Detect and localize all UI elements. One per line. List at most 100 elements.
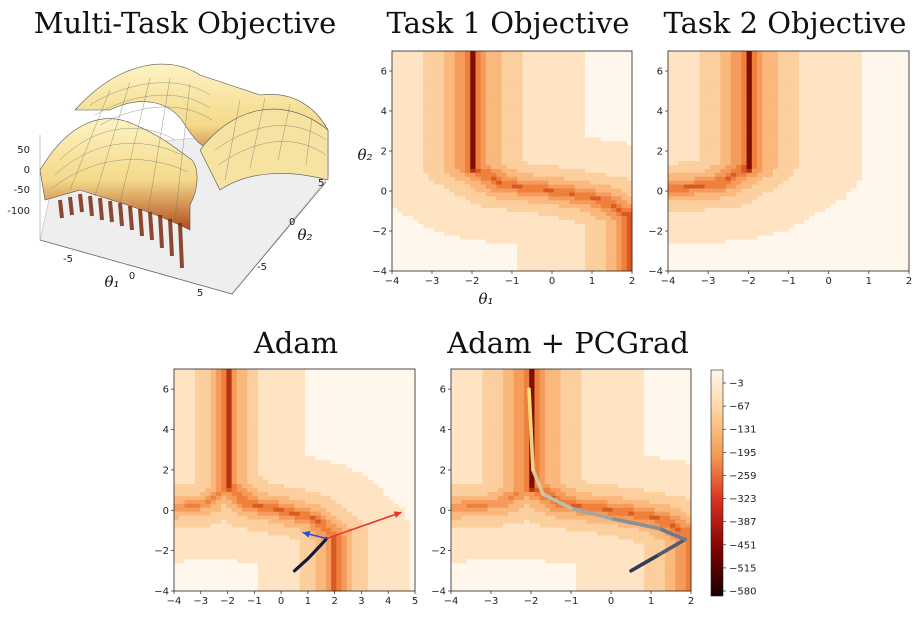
adam-heatmap: −4 −3 −2 −1 0 1 2 3 4 5 −4 −2 0 2 4 6 [154, 368, 418, 607]
task2-xtick-label: 0 [825, 276, 831, 287]
adam-xtick-label: 4 [385, 596, 391, 607]
y3d-tick-5: 5 [318, 178, 324, 189]
adam-pcgrad-xtick-label: 1 [648, 596, 654, 607]
task1-ytick-label: −2 [372, 227, 387, 238]
adam-xtick-label: 5 [412, 596, 418, 607]
adam-pcgrad-trajectory [527, 387, 687, 573]
task2-ytick-label: 0 [657, 187, 663, 198]
x-axis-label-3d: θ₁ [104, 273, 119, 291]
adam-ytick-label: −2 [154, 546, 169, 557]
y-axis-label-3d: θ₂ [297, 226, 312, 244]
pcgrad-trajectory-segment [541, 492, 573, 511]
adam-pcgrad-ytick-label: 0 [440, 506, 446, 517]
task2-ytick-label: 4 [657, 107, 663, 118]
task2-heatmap: −4 −3 −2 −1 0 1 2 −4 −2 0 2 4 6 [648, 50, 912, 287]
adam-pcgrad-xtick-label: −2 [524, 596, 539, 607]
z-tick-50: 50 [17, 145, 30, 156]
adam-xtick-label: −4 [167, 596, 182, 607]
pcgrad-trajectory-segment [609, 516, 661, 531]
adam-xtick-label: −3 [193, 596, 208, 607]
title-task2: Task 2 Objective [664, 6, 907, 40]
y-axis-ticks-3d: 5 0 -5 [257, 178, 324, 273]
task2-xtick-label: 2 [906, 276, 912, 287]
task1-xtick-label: −4 [385, 276, 400, 287]
adam-frame [173, 368, 416, 592]
adam-xtick-label: −2 [220, 596, 235, 607]
pcgrad-trajectory-segment [629, 552, 661, 573]
adam-red-arrowhead [393, 511, 402, 518]
task1-ytick-label: 0 [381, 187, 387, 198]
z-tick-0: 0 [24, 165, 30, 176]
surface-mesh [51, 77, 327, 221]
task1-xtick-label: −1 [505, 276, 520, 287]
task2-ytick-label: −2 [648, 227, 663, 238]
colorbar-tick-label: −67 [729, 402, 750, 413]
task1-xtick-label: 2 [629, 276, 635, 287]
adam-xtick-label: 2 [331, 596, 337, 607]
adam-pcgrad-xtick-label: 2 [688, 596, 694, 607]
x-axis-ticks-3d: -5 0 5 [63, 254, 203, 299]
adam-pcgrad-ytick-label: −2 [431, 546, 446, 557]
colorbar-tick-label: −515 [729, 563, 756, 574]
x3d-tick-0: 0 [129, 271, 135, 282]
adam-ytick-label: 6 [163, 385, 169, 396]
task2-ytick-label: 2 [657, 147, 663, 158]
colorbar-tick-label: −131 [729, 425, 756, 436]
adam-blue-arrowhead [302, 530, 311, 538]
z-axis-ticks: 50 0 -50 -100 [7, 145, 30, 217]
task2-ytick-label: 6 [657, 67, 663, 78]
task1-xtick-label: 1 [589, 276, 595, 287]
colorbar-tick-label: −451 [729, 540, 756, 551]
pcgrad-trajectory-segment [657, 526, 687, 542]
adam-pcgrad-ytick-label: 2 [440, 465, 446, 476]
adam-ytick-label: 2 [163, 465, 169, 476]
adam-pcgrad-xtick-label: −1 [564, 596, 579, 607]
y3d-tick-neg5: -5 [257, 262, 267, 273]
adam-pcgrad-xtick-label: −3 [484, 596, 499, 607]
title-task1: Task 1 Objective [387, 6, 630, 40]
surface-back-ridge [74, 63, 329, 191]
z-tick-neg50: -50 [14, 185, 30, 196]
task2-xtick-label: 1 [866, 276, 872, 287]
task1-x-axis-label: θ₁ [478, 290, 493, 308]
colorbar-tick-label: −259 [729, 471, 756, 482]
task1-y-axis-label: θ₂ [357, 146, 372, 164]
task2-xtick-label: −4 [661, 276, 676, 287]
adam-pcgrad-ytick-label: −4 [431, 587, 446, 598]
colorbar-tick-label: −195 [729, 448, 756, 459]
task1-xtick-label: −2 [465, 276, 480, 287]
task2-ytick-label: −4 [648, 267, 663, 278]
multi-task-3d-surface: 50 0 -50 -100 -5 0 5 5 0 -5 θ₁ θ₂ [7, 63, 329, 299]
colorbar-tick-label: −3 [729, 379, 744, 390]
z-tick-neg100: -100 [7, 206, 30, 217]
task2-contour-cells [668, 51, 910, 272]
task1-ytick-label: 2 [381, 147, 387, 158]
adam-xtick-label: −1 [247, 596, 262, 607]
title-adam: Adam [253, 326, 338, 360]
adam-trajectory [292, 536, 329, 573]
adam-pcgrad-ytick-label: 4 [440, 425, 446, 436]
task2-xtick-label: −3 [701, 276, 716, 287]
pcgrad-trajectory-segment [529, 427, 535, 472]
adam-ytick-label: 0 [163, 506, 169, 517]
pcgrad-trajectory-segment [527, 387, 533, 432]
task1-ytick-label: 4 [381, 107, 387, 118]
adam-xtick-label: 3 [358, 596, 364, 607]
colorbar-gradient [710, 369, 724, 597]
surface-front-ridge [39, 118, 198, 269]
adam-pcgrad-ytick-label: 6 [440, 385, 446, 396]
pcgrad-trajectory-segment [569, 506, 613, 521]
adam-ytick-label: 4 [163, 425, 169, 436]
adam-pcgrad-xtick-label: −4 [444, 596, 459, 607]
x3d-tick-neg5: -5 [63, 254, 73, 265]
task1-contour-cells [392, 51, 633, 272]
x3d-tick-5: 5 [197, 288, 203, 299]
adam-pcgrad-xtick-label: 0 [608, 596, 614, 607]
adam-ytick-label: −4 [154, 587, 169, 598]
title-multi-task: Multi-Task Objective [34, 6, 337, 40]
pcgrad-trajectory-segment [657, 537, 687, 557]
colorbar-tick-label: −387 [729, 517, 756, 528]
task2-xtick-label: −1 [781, 276, 796, 287]
task2-xtick-label: −2 [741, 276, 756, 287]
